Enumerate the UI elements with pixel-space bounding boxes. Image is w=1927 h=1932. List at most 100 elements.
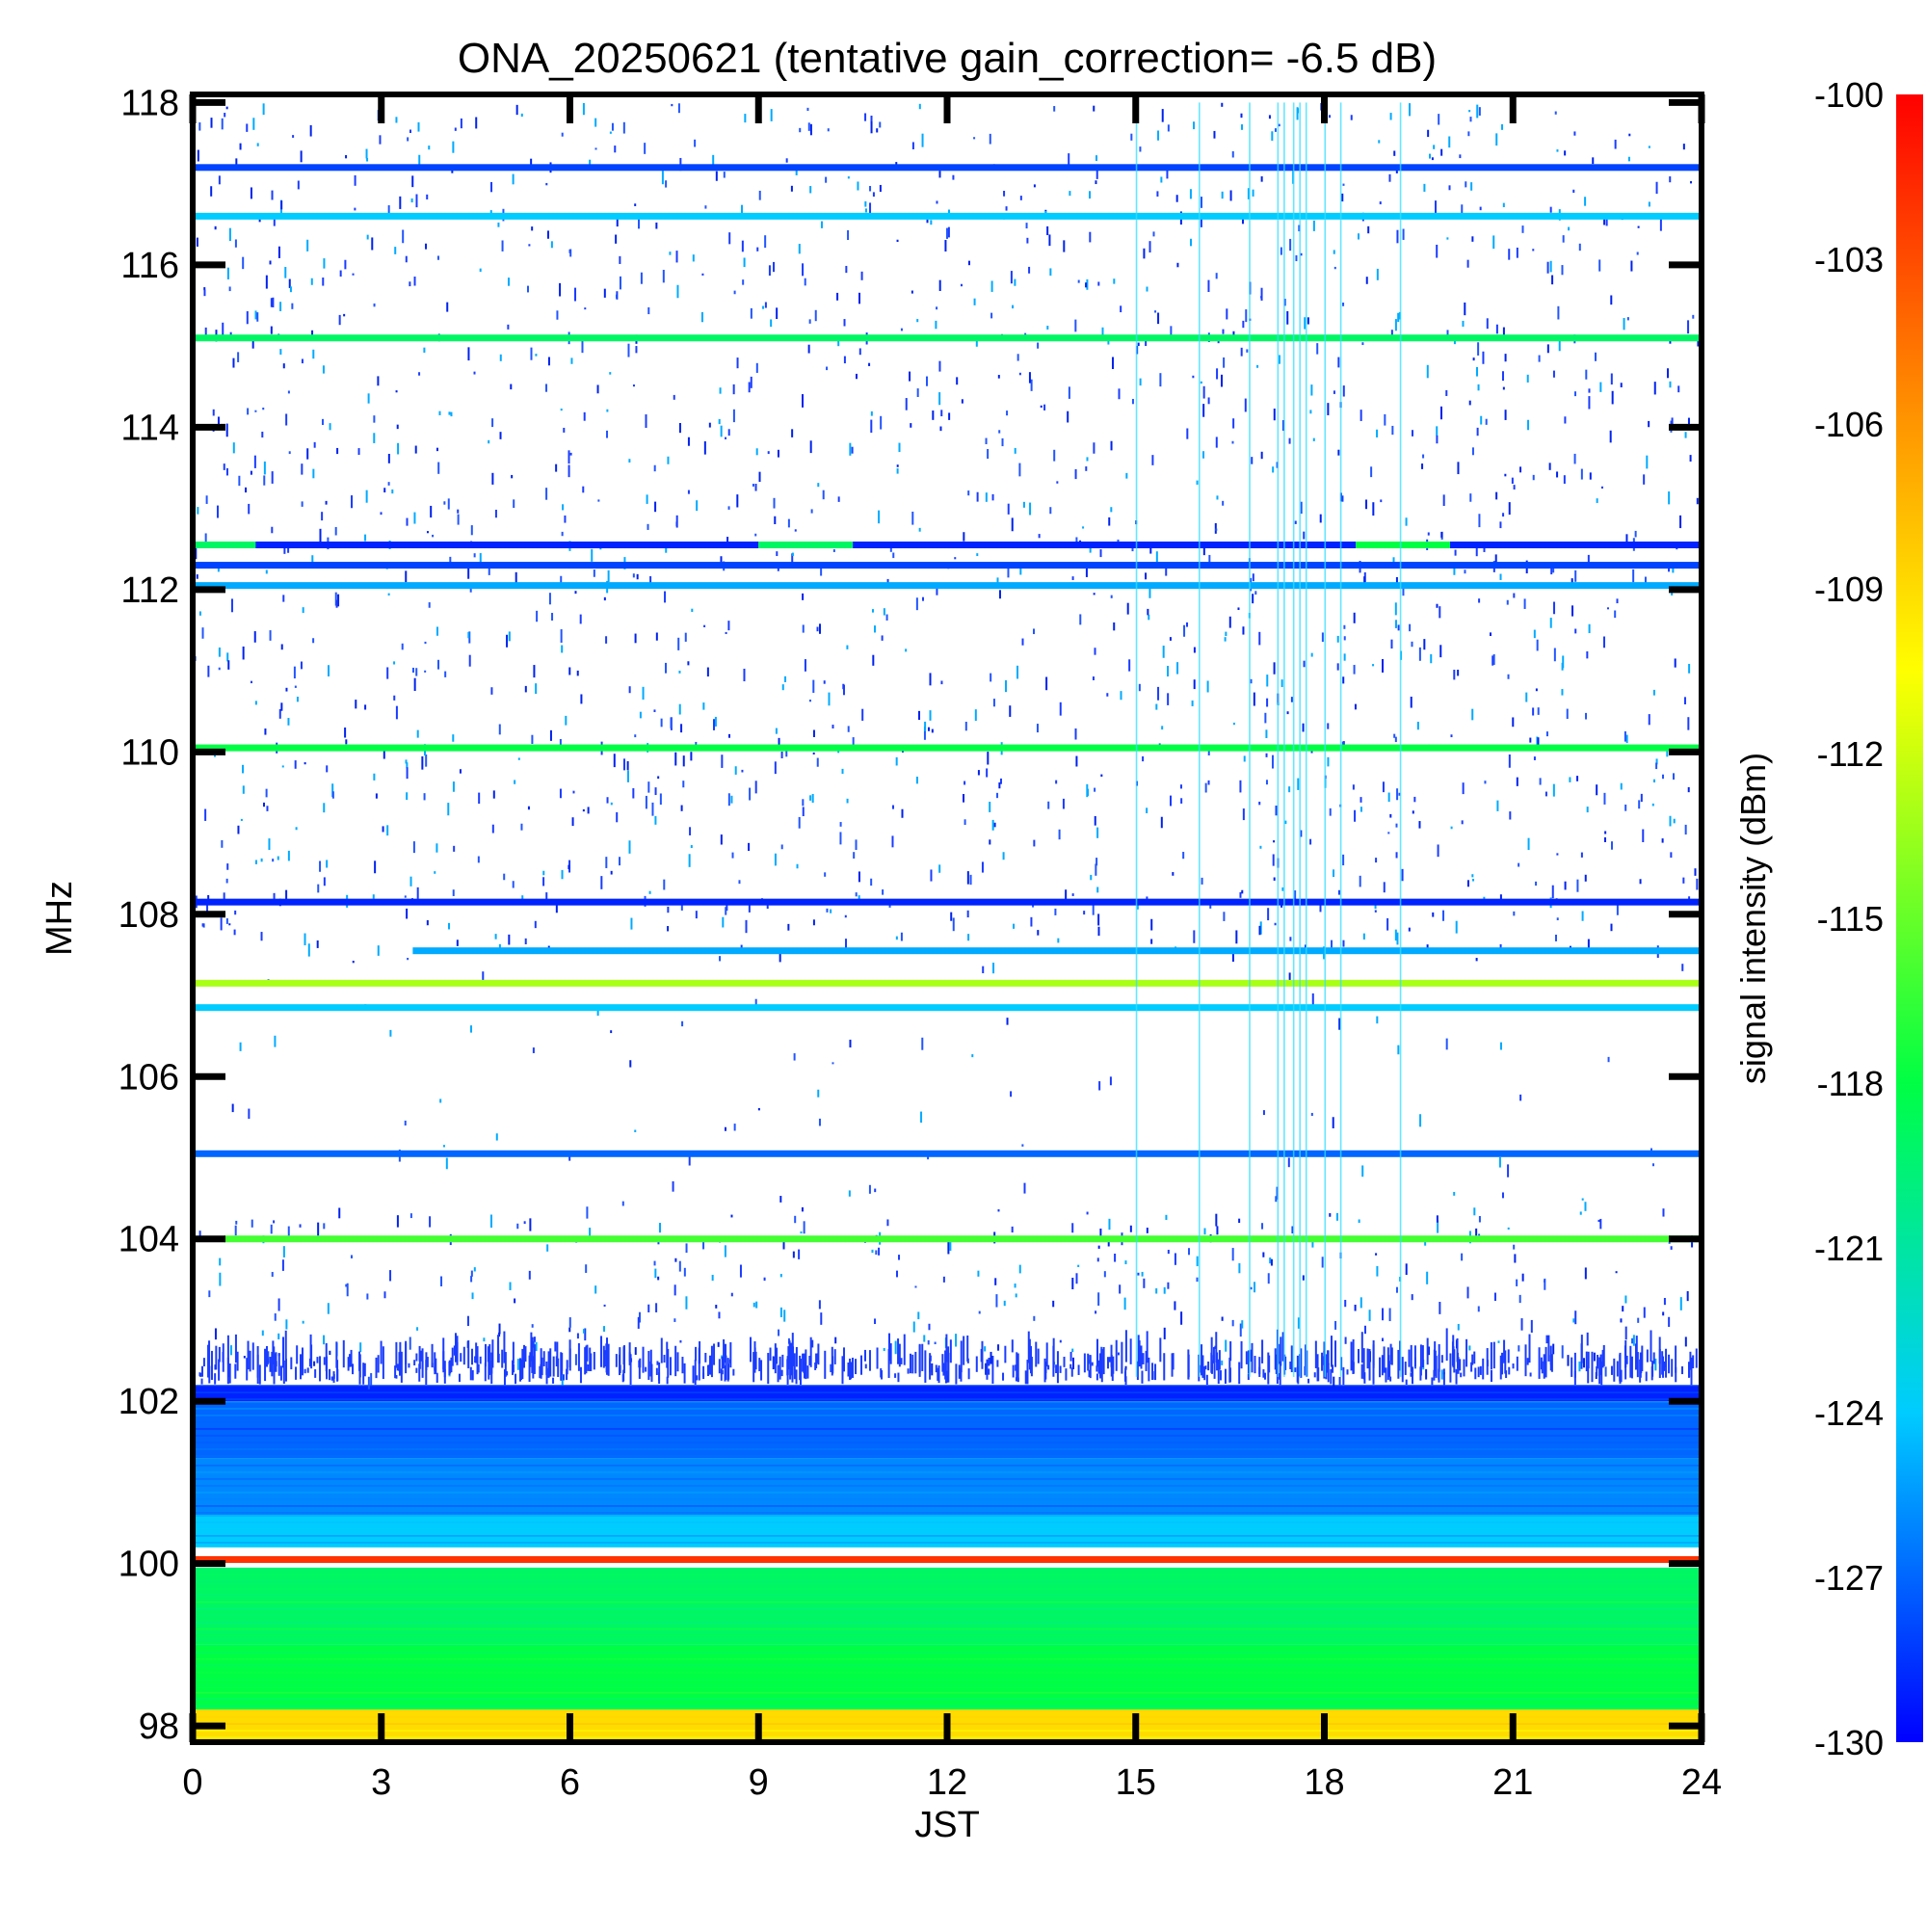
speckle — [421, 755, 424, 770]
speckle — [1047, 801, 1050, 809]
speckle — [1552, 1343, 1555, 1355]
speckle — [1208, 554, 1211, 565]
carrier-band — [224, 1235, 1702, 1243]
speckle — [417, 121, 420, 132]
speckle — [1126, 602, 1129, 615]
speckle-spike — [1083, 1353, 1086, 1373]
speckle — [794, 1215, 797, 1224]
speckle — [665, 662, 668, 674]
speckle — [713, 719, 716, 730]
colorbar-tick-label: -106 — [1814, 405, 1884, 444]
speckle — [1025, 223, 1028, 229]
speckle — [1532, 474, 1535, 481]
speckle-spike — [1516, 1356, 1518, 1371]
speckle-spike — [960, 1367, 963, 1382]
speckle — [265, 275, 268, 289]
speckle — [1586, 1332, 1589, 1346]
speckle — [1005, 679, 1008, 693]
speckle — [498, 943, 501, 951]
speckle — [1604, 1366, 1607, 1377]
speckle-spike — [530, 1332, 533, 1362]
speckle — [1235, 930, 1238, 944]
speckle-spike — [1274, 1348, 1277, 1370]
speckle — [203, 287, 206, 291]
speckle-spike — [1645, 1371, 1648, 1382]
speckle — [507, 278, 510, 286]
speckle — [1120, 305, 1122, 313]
speckle — [1446, 330, 1449, 337]
speckle — [1329, 115, 1332, 119]
speckle — [731, 852, 734, 859]
speckle — [564, 515, 567, 523]
speckle — [739, 1264, 742, 1278]
speckle — [1652, 689, 1655, 696]
speckle — [1489, 632, 1491, 637]
speckle — [1005, 206, 1008, 211]
speckle-spike — [674, 1345, 677, 1377]
speckle — [645, 414, 647, 428]
speckle-spike — [1095, 1338, 1098, 1367]
region-striation — [193, 1478, 1702, 1480]
speckle — [609, 131, 612, 134]
speckle — [436, 843, 438, 853]
y-tick-label: 118 — [120, 83, 179, 123]
speckle — [1278, 123, 1280, 127]
speckle — [1668, 1316, 1671, 1327]
speckle — [494, 509, 497, 518]
speckle — [1033, 839, 1036, 847]
speckle-spike — [1490, 1341, 1492, 1370]
speckle — [1391, 425, 1394, 436]
speckle — [1068, 386, 1070, 399]
speckle — [628, 686, 631, 694]
speckle-spike — [330, 1376, 333, 1381]
region-striation — [193, 1512, 1702, 1514]
speckle-spike — [793, 1353, 796, 1380]
speckle — [1662, 1311, 1665, 1316]
speckle — [870, 419, 873, 434]
speckle — [319, 860, 322, 872]
speckle-spike — [963, 1336, 965, 1365]
speckle — [1333, 250, 1335, 254]
speckle-spike — [1245, 1351, 1248, 1364]
speckle — [555, 901, 558, 913]
speckle — [1478, 598, 1481, 603]
y-tick-label: 116 — [120, 246, 179, 286]
speckle-spike — [540, 1348, 542, 1379]
speckle — [774, 853, 777, 866]
speckle — [597, 499, 600, 502]
speckle — [285, 687, 288, 692]
speckle-spike — [967, 1368, 970, 1380]
speckle — [767, 451, 770, 455]
speckle-spike — [1442, 1368, 1445, 1375]
speckle — [1556, 149, 1559, 152]
speckle — [245, 487, 248, 493]
carrier-band — [193, 562, 1702, 569]
speckle — [696, 500, 699, 512]
speckle — [1033, 184, 1036, 188]
speckle — [1045, 676, 1048, 691]
speckle-spike — [777, 1364, 779, 1383]
speckle-spike — [1479, 1365, 1482, 1375]
speckle-spike — [1635, 1336, 1638, 1363]
speckle-spike — [474, 1356, 477, 1363]
speckle — [1465, 181, 1467, 188]
speckle — [1519, 1094, 1522, 1101]
speckle — [1523, 598, 1526, 609]
speckle-spike — [780, 1369, 783, 1377]
speckle — [755, 362, 758, 373]
speckle — [1343, 636, 1346, 641]
speckle-spike — [606, 1351, 609, 1375]
speckle — [1138, 683, 1141, 692]
speckle — [587, 807, 590, 814]
speckle-spike — [1455, 1368, 1458, 1385]
speckle-spike — [1262, 1369, 1265, 1378]
speckle — [1343, 624, 1346, 629]
speckle-spike — [1529, 1372, 1532, 1377]
speckle-spike — [1499, 1355, 1502, 1380]
speckle — [973, 298, 976, 305]
speckle — [1495, 133, 1498, 146]
speckle — [1671, 592, 1674, 595]
speckle — [1267, 908, 1270, 921]
speckle — [678, 1260, 681, 1272]
speckle — [1152, 231, 1155, 237]
